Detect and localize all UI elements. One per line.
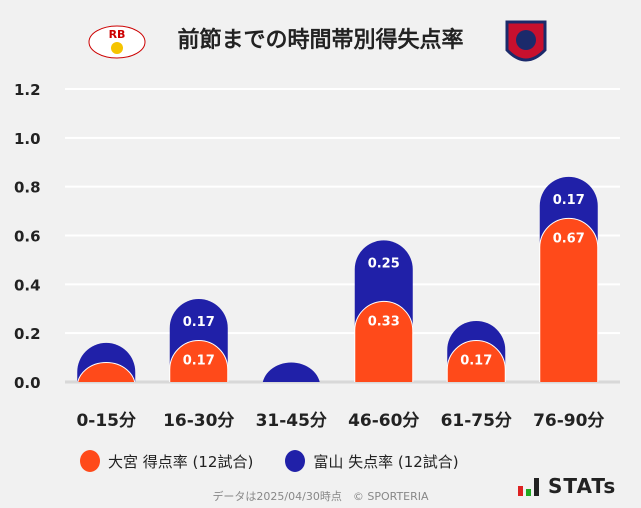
bar-segment-omiya xyxy=(169,340,229,382)
brand-text: STATs xyxy=(548,474,617,498)
legend-label: 大宮 得点率 (12試合) xyxy=(108,452,254,471)
x-tick-label: 31-45分 xyxy=(256,411,327,431)
legend-marker xyxy=(80,450,100,472)
bar-segment-omiya xyxy=(77,361,136,382)
data-label-omiya: 0.17 xyxy=(183,353,215,368)
chart-title: 前節までの時間帯別得失点率 xyxy=(177,28,464,53)
y-tick-label: 0.0 xyxy=(14,374,41,392)
data-label-toyama: 0.17 xyxy=(553,193,585,208)
logo-left: RB xyxy=(88,25,146,59)
svg-text:RB: RB xyxy=(109,28,126,41)
data-label-omiya: 0.67 xyxy=(553,231,585,246)
logo-bar xyxy=(518,486,523,496)
bar-segment-omiya xyxy=(539,217,599,382)
y-tick-label: 0.4 xyxy=(14,276,41,294)
logo-right xyxy=(505,20,547,62)
x-tick-label: 61-75分 xyxy=(441,411,512,431)
stats-logo: STATs xyxy=(518,476,616,496)
y-tick-label: 1.0 xyxy=(14,130,41,148)
y-tick-label: 1.2 xyxy=(14,81,41,99)
y-tick-label: 0.8 xyxy=(14,179,41,197)
logo-bar xyxy=(534,478,539,496)
x-tick-label: 16-30分 xyxy=(163,411,234,431)
legend: 大宮 得点率 (12試合) 富山 失点率 (12試合) xyxy=(80,450,459,472)
data-label-toyama: 0.25 xyxy=(368,256,400,271)
bar-segment-omiya xyxy=(354,300,414,382)
legend-item-omiya: 大宮 得点率 (12試合) xyxy=(80,450,253,472)
y-tick-label: 0.2 xyxy=(14,325,41,343)
x-tick-label: 46-60分 xyxy=(348,411,419,431)
legend-marker xyxy=(285,450,306,472)
footer-note: データは2025/04/30時点 © SPORTERIA xyxy=(212,490,429,503)
x-tick-label: 76-90分 xyxy=(533,411,604,431)
x-tick-label: 0-15分 xyxy=(76,411,136,431)
legend-label: 富山 失点率 (12試合) xyxy=(313,452,459,471)
legend-item-toyama: 富山 失点率 (12試合) xyxy=(285,450,459,472)
data-label-omiya: 0.17 xyxy=(460,353,492,368)
data-label-toyama: 0.17 xyxy=(183,315,215,330)
bar-segment-toyama xyxy=(262,362,320,382)
y-tick-label: 0.6 xyxy=(14,228,41,246)
bar-segment-omiya xyxy=(446,340,506,382)
data-label-omiya: 0.33 xyxy=(368,314,400,329)
logo-bar xyxy=(526,489,531,496)
